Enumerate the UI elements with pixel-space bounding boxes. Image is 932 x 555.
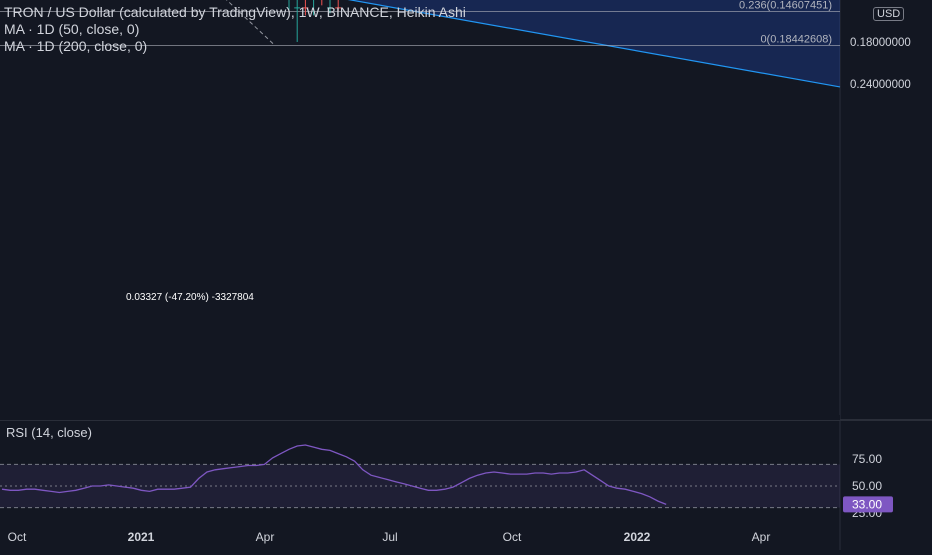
- channel-upper-line[interactable]: [0, 0, 841, 88]
- time-axis-tick: Apr: [752, 530, 771, 544]
- candle-body[interactable]: [294, 7, 301, 9]
- time-axis-tick: Oct: [503, 530, 522, 544]
- time-axis-tick: Jul: [382, 530, 397, 544]
- rsi-axis-tick: 50.00: [852, 479, 882, 493]
- measure-label: 0.03327 (-47.20%) -3327804: [126, 292, 254, 303]
- rsi-legend[interactable]: RSI (14, close): [6, 425, 92, 440]
- chart-title: TRON / US Dollar (calculated by TradingV…: [4, 4, 466, 20]
- time-axis-tick: 2022: [624, 530, 651, 544]
- candles: [288, 0, 347, 42]
- currency-label[interactable]: USD: [873, 7, 905, 21]
- rsi-value-badge-text: 33.00: [852, 497, 882, 511]
- price-axis-tick: 0.18000000: [850, 37, 911, 49]
- price-axis-tick: 0.24000000: [850, 79, 911, 91]
- time-axis-tick: Apr: [256, 530, 275, 544]
- fib-level-label: 0(0.18442608): [760, 34, 832, 46]
- candle-body[interactable]: [302, 7, 309, 9]
- rsi-axis-tick: 75.00: [852, 452, 882, 466]
- candle-body[interactable]: [327, 7, 333, 9]
- ma50-legend[interactable]: MA · 1D (50, close, 0): [4, 21, 140, 37]
- candle-body[interactable]: [335, 7, 342, 9]
- rsi-line[interactable]: [1, 444, 667, 506]
- ma200-legend[interactable]: MA · 1D (200, close, 0): [4, 38, 148, 54]
- time-axis-tick: 2021: [128, 530, 155, 544]
- fib-level-label: 0.236(0.14607451): [739, 0, 832, 12]
- rsi-value-badge: [843, 496, 893, 513]
- time-axis-tick: Oct: [8, 530, 27, 544]
